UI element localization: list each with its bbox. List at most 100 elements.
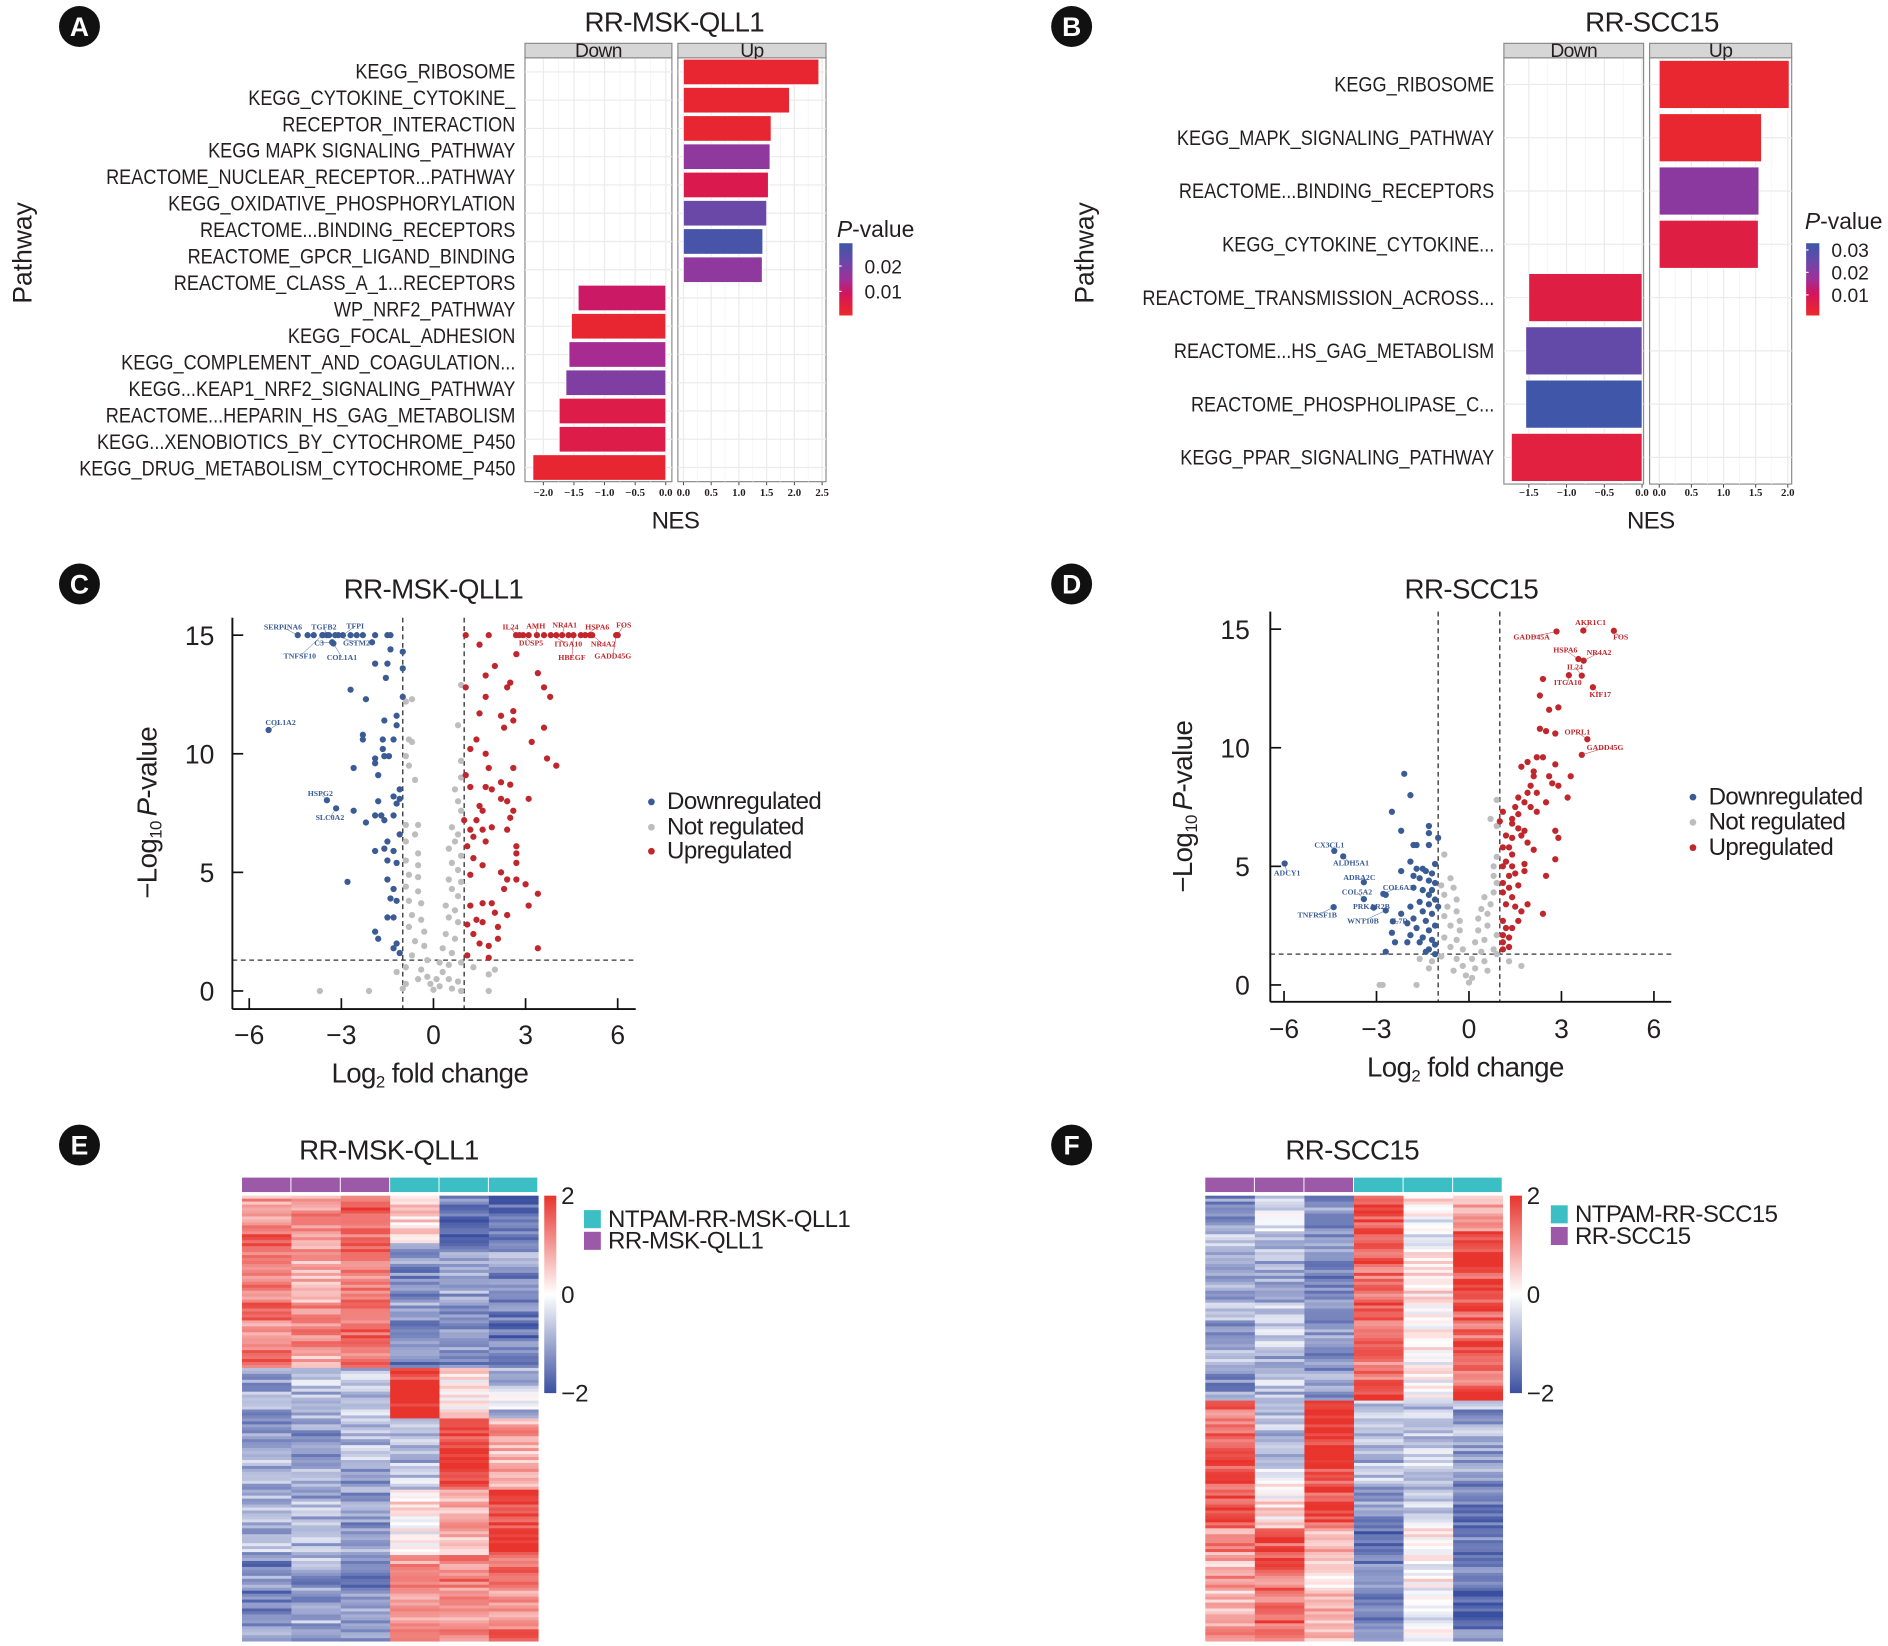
heatmap-cell	[1353, 1489, 1404, 1494]
heatmap-cell	[1403, 1626, 1454, 1630]
panel-letter-text: D	[1062, 570, 1081, 600]
heatmap-cell	[291, 1623, 342, 1627]
heatmap-cell	[390, 1293, 440, 1298]
x-tick-label: −6	[234, 1020, 264, 1050]
x-tick-label: 2.5	[815, 487, 829, 499]
point-down	[1416, 939, 1423, 946]
heatmap-cell	[1254, 1578, 1305, 1583]
heatmap-cell	[1205, 1528, 1256, 1532]
heatmap-cell	[1304, 1344, 1355, 1348]
legend-tick-label: 0.02	[865, 257, 902, 278]
heatmap-cell	[1453, 1569, 1504, 1574]
heatmap-cell	[1254, 1338, 1305, 1342]
heatmap-cell	[439, 1430, 490, 1434]
point-down	[1422, 948, 1429, 955]
heatmap-cell	[242, 1602, 292, 1606]
point-not	[1441, 913, 1448, 920]
heatmap-cell	[1353, 1317, 1404, 1321]
point-down	[1416, 875, 1423, 882]
heatmap-cell	[1353, 1341, 1404, 1345]
heatmap-cell	[340, 1638, 391, 1642]
heatmap-cell	[1304, 1370, 1355, 1375]
heatmap-cell	[1205, 1406, 1256, 1410]
heatmap-cell	[1453, 1492, 1504, 1497]
heatmap-cell	[1453, 1590, 1504, 1595]
heatmap-cell	[439, 1412, 490, 1416]
heatmap-cell	[1453, 1317, 1504, 1321]
heatmap-cell	[242, 1314, 292, 1318]
heatmap-cell	[1403, 1406, 1454, 1410]
panel-letter-badge	[1051, 1124, 1093, 1166]
heatmap-cell	[1453, 1364, 1504, 1369]
heatmap-cell	[340, 1587, 391, 1592]
heatmap-cell	[1453, 1213, 1504, 1217]
heatmap-cell	[1403, 1263, 1454, 1268]
heatmap-cell	[242, 1222, 292, 1226]
heatmap-cell	[291, 1385, 342, 1390]
heatmap-cell	[242, 1391, 292, 1396]
heatmap-cell	[1205, 1350, 1256, 1354]
heatmap-cell	[291, 1465, 342, 1470]
heatmap-cell	[1353, 1632, 1404, 1636]
heatmap-cell	[390, 1632, 440, 1636]
heatmap-cell	[1353, 1367, 1404, 1372]
heatmap-cell	[1254, 1258, 1305, 1262]
heatmap-cell	[1254, 1480, 1305, 1485]
heatmap-cell	[291, 1433, 342, 1437]
heatmap-cell	[390, 1566, 440, 1571]
facet-strip	[1648, 42, 1793, 59]
heatmap-cell	[1403, 1207, 1454, 1211]
heatmap-cell	[242, 1566, 292, 1571]
heatmap-cell	[340, 1379, 391, 1384]
heatmap-cell	[1205, 1608, 1256, 1612]
heatmap-cell	[291, 1258, 342, 1262]
heatmap-cell	[1304, 1258, 1355, 1262]
heatmap-cell	[1304, 1525, 1355, 1529]
heatmap-cell	[1304, 1528, 1355, 1532]
heatmap-cell	[1403, 1602, 1454, 1606]
heatmap-cell	[1353, 1599, 1404, 1603]
column-annotation	[1205, 1177, 1254, 1193]
heatmap-cell	[439, 1379, 490, 1384]
heatmap-cell	[488, 1361, 539, 1366]
heatmap-cell	[1353, 1457, 1404, 1461]
heatmap-cell	[488, 1201, 539, 1205]
heatmap-cell	[390, 1382, 440, 1387]
panel-letter-d: D	[1051, 563, 1093, 605]
heatmap-cell	[291, 1243, 342, 1247]
x-tick-label: −0.5	[1594, 487, 1614, 499]
heatmap-cell	[340, 1258, 391, 1262]
heatmap-cell	[390, 1258, 440, 1262]
heatmap-cell	[242, 1272, 292, 1277]
heatmap-cell	[242, 1498, 292, 1502]
heatmap-cell	[1254, 1272, 1305, 1277]
heatmap-cell	[1205, 1293, 1256, 1298]
heatmap-cell	[488, 1480, 539, 1485]
heatmap-cell	[390, 1531, 440, 1535]
heatmap-cell	[1403, 1317, 1454, 1321]
heatmap-cell	[1353, 1261, 1404, 1265]
point-down	[1404, 920, 1411, 927]
heatmap-cell	[1403, 1388, 1454, 1393]
heatmap-cell	[439, 1433, 490, 1437]
heatmap-cell	[1254, 1534, 1305, 1538]
point-not	[430, 986, 437, 993]
heatmap-cell	[340, 1522, 391, 1526]
heatmap-cell	[488, 1272, 539, 1277]
point-up	[1530, 773, 1537, 780]
heatmap-cell	[1403, 1225, 1454, 1229]
heatmap-cell	[1304, 1198, 1355, 1202]
heatmap-cell	[1254, 1204, 1305, 1208]
point-not	[421, 942, 428, 950]
heatmap-cell	[488, 1563, 539, 1568]
point-down	[1382, 948, 1389, 955]
heatmap-cell	[488, 1332, 539, 1336]
heatmap-cell	[1205, 1584, 1256, 1589]
heatmap-cell	[340, 1299, 391, 1303]
heatmap-cell	[1403, 1231, 1454, 1235]
heatmap-cell	[439, 1418, 490, 1422]
heatmap-cell	[242, 1442, 292, 1446]
heatmap-cell	[439, 1353, 490, 1357]
heatmap-cell	[1254, 1332, 1305, 1336]
